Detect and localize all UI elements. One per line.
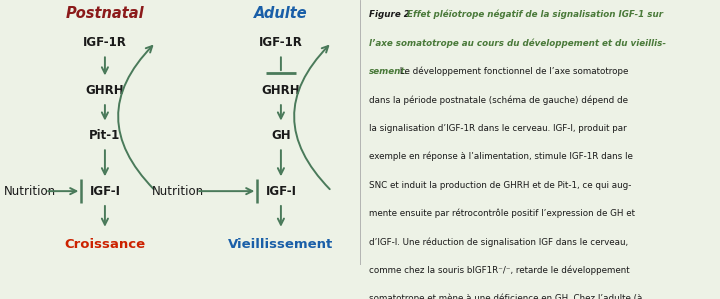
Text: sement.: sement.	[369, 67, 409, 76]
Text: GH: GH	[271, 129, 291, 142]
Text: d’IGF-I. Une réduction de signalisation IGF dans le cerveau,: d’IGF-I. Une réduction de signalisation …	[369, 237, 628, 247]
Text: exemple en réponse à l’alimentation, stimule IGF-1R dans le: exemple en réponse à l’alimentation, sti…	[369, 152, 633, 161]
Text: IGF-I: IGF-I	[266, 185, 297, 198]
Text: comme chez la souris bIGF1R⁻/⁻, retarde le développement: comme chez la souris bIGF1R⁻/⁻, retarde …	[369, 266, 629, 275]
Text: Croissance: Croissance	[64, 238, 145, 251]
Text: Postnatal: Postnatal	[66, 6, 144, 21]
Text: Figure 2.: Figure 2.	[369, 10, 416, 19]
Text: Le développement fonctionnel de l’axe somatotrope: Le développement fonctionnel de l’axe so…	[397, 67, 629, 76]
Text: la signalisation d’IGF-1R dans le cerveau. IGF-I, produit par: la signalisation d’IGF-1R dans le cervea…	[369, 124, 626, 133]
Text: IGF-1R: IGF-1R	[83, 36, 127, 49]
Text: dans la période postnatale (schéma de gauche) dépend de: dans la période postnatale (schéma de ga…	[369, 95, 628, 105]
Text: GHRH: GHRH	[86, 84, 125, 97]
Text: GHRH: GHRH	[261, 84, 300, 97]
Text: Vieillissement: Vieillissement	[228, 238, 333, 251]
Text: Adulte: Adulte	[254, 6, 307, 21]
Text: IGF-I: IGF-I	[89, 185, 120, 198]
Text: Nutrition: Nutrition	[153, 185, 204, 198]
Text: SNC et induit la production de GHRH et de Pit-1, ce qui aug-: SNC et induit la production de GHRH et d…	[369, 181, 631, 190]
Text: Effet pléïotrope négatif de la signalisation IGF-1 sur: Effet pléïotrope négatif de la signalisa…	[407, 10, 663, 19]
Text: Nutrition: Nutrition	[4, 185, 55, 198]
Text: somatotrope et mène à une déficience en GH. Chez l’adulte (à: somatotrope et mène à une déficience en …	[369, 294, 642, 299]
Text: l’axe somatotrope au cours du développement et du vieillis-: l’axe somatotrope au cours du développem…	[369, 38, 666, 48]
Text: IGF-1R: IGF-1R	[259, 36, 303, 49]
Text: Pit-1: Pit-1	[89, 129, 120, 142]
Text: mente ensuite par rétrocontrôle positif l’expression de GH et: mente ensuite par rétrocontrôle positif …	[369, 209, 635, 218]
